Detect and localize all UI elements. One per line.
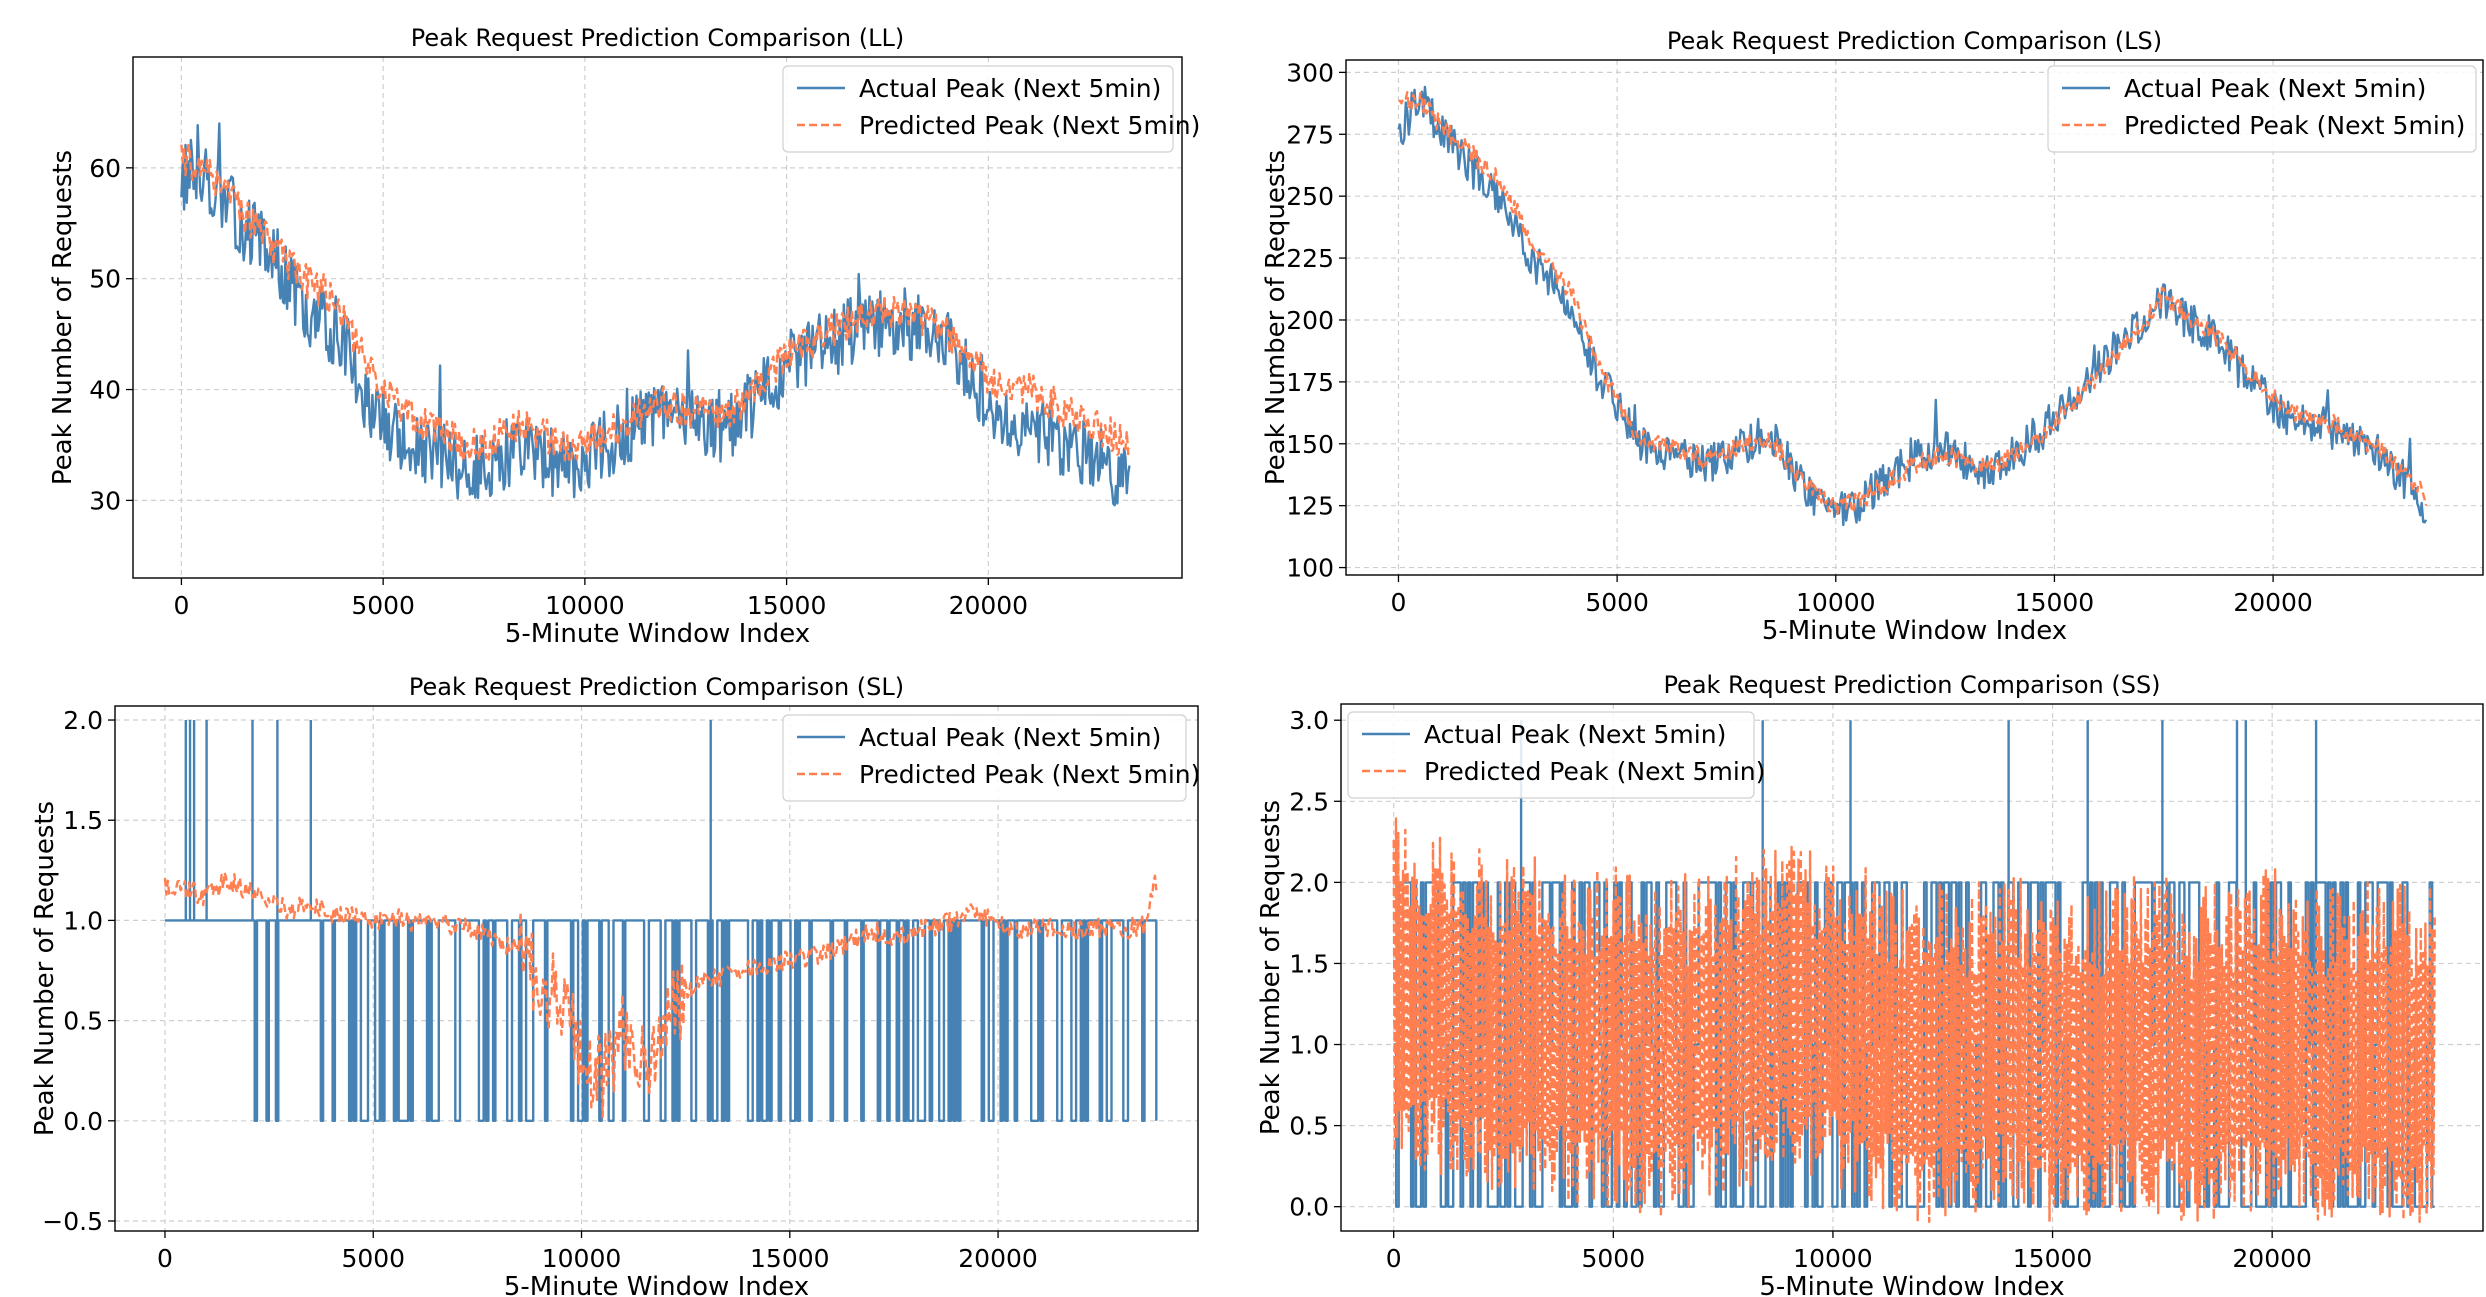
chart-svg: 0 5000 10000 15000 20000 −0.5 0.0 0.5 1.0 1.5 2.0 P… <box>30 673 1200 1297</box>
x-tick-label: 20000 <box>958 1244 1038 1273</box>
y-axis-label: Peak Number of Requests <box>1261 150 1291 485</box>
y-axis-label: Peak Number of Requests <box>30 801 60 1136</box>
chart-ls: 0 5000 10000 15000 20000 100 125 150 175 200 225 25… <box>1243 0 2486 648</box>
x-tick-label: 10000 <box>1796 588 1876 617</box>
x-tick-label: 20000 <box>2232 1244 2312 1273</box>
y-tick-label: 1.5 <box>63 806 103 835</box>
y-tick-label: 2.0 <box>1289 868 1329 897</box>
axes-frame <box>132 56 1183 579</box>
chart-svg: 0 5000 10000 15000 20000 0.0 0.5 1.0 1.5 2.0 2.5 3.… <box>1256 671 2484 1297</box>
x-tick-label: 0 <box>1391 588 1407 617</box>
chart-svg: 0 5000 10000 15000 20000 30 40 50 60 Peak Request… <box>48 24 1200 649</box>
plot-area <box>180 122 1131 507</box>
y-tick-label: 50 <box>89 265 121 294</box>
series-predicted-line <box>1392 817 2436 1224</box>
y-tick-label: 125 <box>1286 492 1334 521</box>
legend-label-actual: Actual Peak (Next 5min) <box>859 723 1161 752</box>
chart-ll: 0 5000 10000 15000 20000 30 40 50 60 Peak Request… <box>0 0 1243 649</box>
legend-box <box>2047 65 2477 153</box>
chart-title: Peak Request Prediction Comparison (LL) <box>411 24 904 52</box>
y-tick-label: 150 <box>1286 430 1334 459</box>
axes-frame <box>114 705 1199 1232</box>
chart-title: Peak Request Prediction Comparison (SS) <box>1663 671 2160 699</box>
legend-label-predicted: Predicted Peak (Next 5min) <box>2124 111 2465 140</box>
x-axis-label: 5-Minute Window Index <box>1759 1272 2064 1297</box>
x-axis-label: 5-Minute Window Index <box>504 1272 809 1297</box>
y-tick-label: 2.0 <box>63 706 103 735</box>
plot-area <box>163 720 1158 1122</box>
chart-svg: 0 5000 10000 15000 20000 100 125 150 175 200 225 25… <box>1261 27 2484 646</box>
y-tick-label: 225 <box>1286 244 1334 273</box>
legend-label-predicted: Predicted Peak (Next 5min) <box>859 111 1200 140</box>
y-tick-label: −0.5 <box>42 1207 103 1236</box>
chart-title: Peak Request Prediction Comparison (LS) <box>1667 27 2162 55</box>
series-predicted-line <box>180 144 1131 464</box>
x-tick-label: 10000 <box>542 1244 622 1273</box>
y-tick-label: 300 <box>1286 58 1334 87</box>
x-tick-label: 0 <box>157 1244 173 1273</box>
chart-sl: 0 5000 10000 15000 20000 −0.5 0.0 0.5 1.0 1.5 2.0 P… <box>0 648 1243 1297</box>
x-tick-label: 10000 <box>1793 1244 1873 1273</box>
x-tick-label: 15000 <box>2015 588 2095 617</box>
series-actual-line <box>165 720 1158 1122</box>
y-tick-label: 1.5 <box>1289 949 1329 978</box>
y-tick-label: 60 <box>89 154 121 183</box>
y-tick-label: 30 <box>89 486 121 515</box>
legend-label-actual: Actual Peak (Next 5min) <box>859 74 1161 103</box>
legend-label-actual: Actual Peak (Next 5min) <box>1424 720 1726 749</box>
x-tick-label: 0 <box>173 591 189 620</box>
x-tick-label: 20000 <box>949 591 1029 620</box>
x-tick-label: 5000 <box>351 591 415 620</box>
x-tick-label: 20000 <box>2233 588 2313 617</box>
y-axis-label: Peak Number of Requests <box>48 150 78 485</box>
legend-box <box>782 65 1174 153</box>
y-tick-label: 0.5 <box>63 1007 103 1036</box>
x-axis-label: 5-Minute Window Index <box>1762 616 2067 646</box>
x-tick-label: 15000 <box>747 591 827 620</box>
x-tick-label: 5000 <box>1582 1244 1646 1273</box>
chart-ss: 0 5000 10000 15000 20000 0.0 0.5 1.0 1.5 2.0 2.5 3.… <box>1243 648 2486 1297</box>
y-tick-label: 2.5 <box>1289 787 1329 816</box>
legend-label-predicted: Predicted Peak (Next 5min) <box>1424 757 1765 786</box>
y-tick-label: 0.5 <box>1289 1112 1329 1141</box>
series-actual-line <box>180 122 1131 507</box>
legend-label-actual: Actual Peak (Next 5min) <box>2124 74 2426 103</box>
y-tick-label: 275 <box>1286 120 1334 149</box>
legend-label-predicted: Predicted Peak (Next 5min) <box>859 760 1200 789</box>
x-tick-label: 5000 <box>341 1244 405 1273</box>
chart-title: Peak Request Prediction Comparison (SL) <box>409 673 904 701</box>
x-tick-label: 15000 <box>2013 1244 2093 1273</box>
y-tick-label: 200 <box>1286 306 1334 335</box>
y-tick-label: 3.0 <box>1289 706 1329 735</box>
y-tick-label: 1.0 <box>1289 1031 1329 1060</box>
plot-area <box>1392 720 2436 1224</box>
y-tick-label: 0.0 <box>63 1107 103 1136</box>
x-tick-label: 10000 <box>545 591 625 620</box>
y-tick-label: 250 <box>1286 182 1334 211</box>
legend-box <box>782 714 1187 802</box>
y-tick-label: 1.0 <box>63 906 103 935</box>
legend-box <box>1347 711 1755 799</box>
axes-frame <box>1345 59 2484 576</box>
series-predicted-line <box>163 871 1158 1119</box>
y-tick-label: 175 <box>1286 368 1334 397</box>
x-tick-label: 15000 <box>750 1244 830 1273</box>
y-tick-label: 100 <box>1286 554 1334 583</box>
x-axis-label: 5-Minute Window Index <box>505 619 810 649</box>
y-tick-label: 40 <box>89 376 121 405</box>
x-tick-label: 5000 <box>1585 588 1649 617</box>
plot-area <box>1397 85 2428 527</box>
y-tick-label: 0.0 <box>1289 1193 1329 1222</box>
series-predicted-line <box>1398 91 2428 515</box>
y-axis-label: Peak Number of Requests <box>1256 800 1286 1135</box>
x-tick-label: 0 <box>1386 1244 1402 1273</box>
axes-frame <box>1340 703 2484 1232</box>
